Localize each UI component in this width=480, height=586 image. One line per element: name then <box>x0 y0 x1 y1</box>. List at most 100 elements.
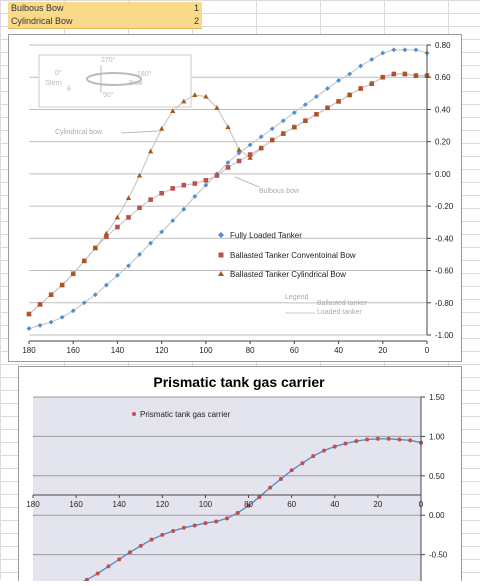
data-point <box>181 98 187 104</box>
legend-marker-fully-loaded <box>218 232 224 238</box>
data-point <box>324 105 331 110</box>
legend-marker-conventional-bow <box>218 252 224 258</box>
data-point <box>126 263 131 269</box>
data-point <box>59 282 65 288</box>
data-point <box>302 117 308 123</box>
series-line-1 <box>28 73 427 315</box>
x-tick-label: 40 <box>330 500 339 509</box>
sheet-row-bulbous-bow[interactable]: Bulbous Bow 1 <box>8 2 202 16</box>
data-point <box>126 215 131 220</box>
data-point <box>117 557 122 562</box>
data-point <box>268 485 273 490</box>
annotation-bulbous-bow: Bulbous bow <box>259 188 300 195</box>
data-point <box>413 47 419 53</box>
data-point <box>203 178 209 183</box>
data-point <box>148 197 153 202</box>
diagram-label-90: 90° <box>103 91 114 99</box>
y-tick-label: 0.40 <box>435 105 451 114</box>
x-tick-label: 120 <box>155 346 169 355</box>
data-point <box>246 503 251 508</box>
chart-legend: Prismatic tank gas carrier <box>132 410 231 419</box>
legend-label-fully-loaded: Fully Loaded Tanker <box>230 231 302 240</box>
x-tick-label: 180 <box>26 500 40 509</box>
diagram-label-270: 270° <box>101 56 116 64</box>
x-tick-label: 80 <box>246 346 255 355</box>
prismatic-tank-chart[interactable]: Prismatic tank gas carrier 1.50 1.00 0.50 0… <box>18 366 462 586</box>
x-tick-label: 100 <box>199 500 213 509</box>
data-point <box>314 94 319 99</box>
sheet-row-cylindrical-bow[interactable]: Cylindrical Bow 2 <box>8 15 202 29</box>
data-point <box>402 71 408 76</box>
data-point <box>81 300 87 306</box>
x-tick-label: 140 <box>111 346 125 355</box>
data-point <box>125 195 132 201</box>
data-point <box>325 86 330 91</box>
x-tick-label: 120 <box>156 500 170 509</box>
data-point <box>391 71 397 76</box>
data-point <box>332 444 337 449</box>
roll-moment-chart-svg: 270° 180° 0° Stern Bow 90° θ 0.80 0.60 0.4… <box>22 41 454 355</box>
data-point <box>236 158 242 164</box>
sheet-cell-value: 1 <box>193 3 199 13</box>
diagram-label-0: 0° <box>55 69 62 77</box>
data-point <box>269 137 275 143</box>
data-point <box>81 258 87 263</box>
y-tick-label: -0.40 <box>435 234 454 243</box>
data-point <box>322 448 326 453</box>
data-point <box>106 564 111 569</box>
x-tick-label: 0 <box>419 500 424 509</box>
annotation-ballasted-tanker: Ballasted tanker <box>317 300 368 307</box>
data-point <box>59 314 65 320</box>
data-point <box>236 150 242 156</box>
data-point <box>247 152 253 157</box>
roll-moment-chart[interactable]: 270° 180° 0° Stern Bow 90° θ 0.80 0.60 0.4… <box>8 34 462 362</box>
diagram-label-theta: θ <box>67 86 71 93</box>
x-tick-label: 20 <box>373 500 382 509</box>
data-point <box>26 311 32 317</box>
annotation-cylindrical-bow: Cylindrical bow <box>55 129 103 136</box>
x-tick-label: 100 <box>199 346 213 355</box>
data-point <box>128 550 132 555</box>
data-point <box>257 495 262 500</box>
x-tick-label: 60 <box>287 500 296 509</box>
data-point <box>70 270 76 276</box>
y-tick-label: 0.60 <box>435 73 451 82</box>
data-point <box>225 124 231 130</box>
chart-title: Prismatic tank gas carrier <box>153 374 325 390</box>
data-point <box>289 468 294 473</box>
data-point <box>170 186 176 191</box>
diagram-label-bow: Bow <box>129 80 144 87</box>
legend-marker-prismatic <box>132 412 136 416</box>
data-point <box>247 142 253 148</box>
data-point <box>358 85 364 91</box>
data-point <box>103 282 109 288</box>
data-point <box>114 214 121 220</box>
y-tick-label: 0.00 <box>435 170 451 179</box>
y-tick-label: -0.50 <box>429 551 448 560</box>
data-point <box>347 92 353 97</box>
data-point <box>70 308 76 314</box>
x-tick-label: 0 <box>425 346 430 355</box>
data-point <box>104 234 109 240</box>
data-point <box>343 441 348 446</box>
data-point <box>138 543 143 548</box>
y-tick-label: 0.00 <box>429 511 445 520</box>
series-markers <box>26 47 430 331</box>
data-point <box>159 229 165 235</box>
data-point <box>48 319 54 325</box>
data-point <box>354 439 359 444</box>
data-point <box>192 181 198 186</box>
data-point <box>408 438 413 443</box>
data-point <box>192 523 197 528</box>
legend-marker-cylindrical-bow <box>218 271 224 276</box>
chart-legend: Fully Loaded Tanker Ballasted Tanker Con… <box>218 231 356 279</box>
data-point <box>375 436 380 441</box>
x-tick-label: 60 <box>290 346 299 355</box>
data-point <box>37 301 43 307</box>
data-point <box>402 47 408 53</box>
prismatic-tank-chart-svg: Prismatic tank gas carrier 1.50 1.00 0.50 0… <box>26 374 448 586</box>
data-point <box>336 78 341 83</box>
data-point <box>137 205 142 211</box>
data-point <box>380 74 386 80</box>
data-point <box>291 110 297 116</box>
